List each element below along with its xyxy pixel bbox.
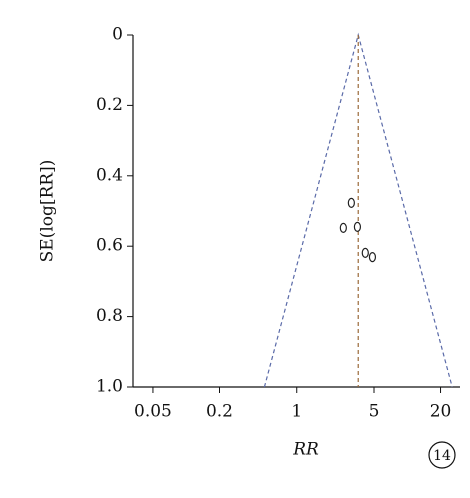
point <box>361 247 369 258</box>
y-tick-label: 1.0 <box>96 377 123 397</box>
y-tick-label: 0.4 <box>96 165 123 185</box>
x-tick-label: 0.2 <box>206 402 233 422</box>
y-tick-label: 0.2 <box>96 95 123 115</box>
y-tick-label: 0 <box>112 25 123 45</box>
annotation: 14 <box>433 448 451 464</box>
annotation-circle <box>428 441 456 469</box>
x-tick-label: 20 <box>430 402 452 422</box>
x-axis-label: RR <box>292 440 319 460</box>
point <box>353 221 362 232</box>
x-tick-label: 5 <box>369 402 380 422</box>
x-tick-label: 0.05 <box>134 402 172 422</box>
point <box>347 197 355 209</box>
y-tick-label: 0.8 <box>96 306 123 326</box>
y-axis-label: SE(log[RR]) <box>38 160 58 263</box>
point <box>339 222 347 233</box>
x-tick-label: 1 <box>291 402 302 422</box>
point <box>368 252 377 263</box>
y-tick-label: 0.6 <box>96 236 123 256</box>
